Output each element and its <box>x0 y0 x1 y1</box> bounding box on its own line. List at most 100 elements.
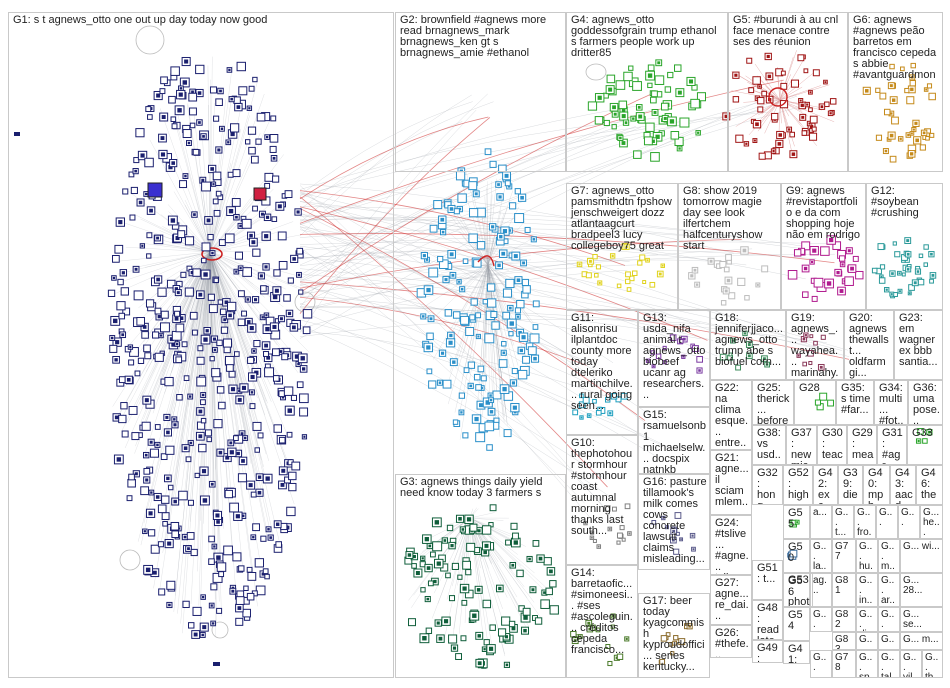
g2-node <box>522 355 530 364</box>
g1-node <box>197 345 204 352</box>
g17-node-fill <box>688 625 691 628</box>
g18-node-fill <box>748 354 751 358</box>
g6-node <box>925 135 930 141</box>
g5-node <box>748 87 755 94</box>
g5-node <box>809 132 818 141</box>
g6-node-fill <box>910 87 914 92</box>
g1-node <box>128 171 135 178</box>
g2-node <box>502 288 513 298</box>
g1-node-fill <box>115 340 120 345</box>
g12-node <box>923 244 929 250</box>
g14-node-fill <box>612 614 615 617</box>
g9-node-fill <box>839 289 844 293</box>
g3-node-fill <box>421 557 424 560</box>
g2-node-fill <box>521 335 526 340</box>
g3-node <box>420 587 426 593</box>
g4-node-fill <box>621 141 626 145</box>
g3-node-fill <box>424 537 429 542</box>
g3-node-fill <box>426 597 430 601</box>
group-box-g14: G14: barretaofic... #simoneesi... #ses #… <box>566 565 638 678</box>
g3-node-fill <box>543 591 546 594</box>
g2-edge <box>446 264 489 343</box>
g2-node-fill <box>429 317 433 321</box>
g7-node <box>592 254 598 260</box>
g4-node-fill <box>632 117 635 120</box>
g9-node-fill <box>841 263 844 266</box>
g1-node <box>242 608 251 618</box>
g1-node <box>213 277 219 283</box>
g1-node <box>145 106 152 113</box>
cross-edge <box>299 201 735 341</box>
g2-node <box>502 311 511 320</box>
group-label: G... fro... <box>857 507 872 539</box>
g10-node-fill <box>591 536 593 539</box>
edge-line <box>119 251 211 414</box>
group-box-g21: G21: agne... il sciam mlem... dozae... <box>710 450 752 515</box>
group-box-g35: G35: s time #far... <box>836 380 874 425</box>
g1-node-fill <box>279 350 283 353</box>
group-box-g50: G50 <box>783 539 810 573</box>
g2-node <box>522 285 531 294</box>
g2-node <box>482 298 489 305</box>
g1-node <box>157 287 167 297</box>
g2-node <box>527 346 537 356</box>
g4-node-fill <box>677 90 682 95</box>
g1-node-fill <box>269 536 272 539</box>
g7-node-fill <box>646 259 649 262</box>
g5-node-fill <box>800 103 804 108</box>
g13-node-fill <box>682 337 686 341</box>
g1-node <box>136 317 146 326</box>
g8-node <box>723 266 730 273</box>
g1-node <box>200 417 207 424</box>
g2-node <box>486 283 496 292</box>
g2-edge <box>487 170 509 266</box>
g5-node <box>746 57 753 64</box>
g1-node <box>281 353 289 361</box>
g1-node-fill <box>265 135 269 139</box>
g1-node-fill <box>267 528 270 531</box>
g18-node <box>735 364 741 371</box>
g1-node <box>129 214 136 221</box>
g1-node <box>278 260 288 270</box>
g2-edge <box>456 264 489 364</box>
g14-node-fill <box>579 635 582 638</box>
group-label: G6: agnews #agnews peão barretos em fran… <box>853 14 937 81</box>
group-box-g49: G49: bac... <box>752 640 783 663</box>
g1-node-fill <box>235 514 240 519</box>
g7-node <box>626 287 632 292</box>
g8-node-fill <box>756 283 759 286</box>
g1-node <box>141 421 151 431</box>
g12-node <box>918 253 924 259</box>
g1-node <box>236 61 246 72</box>
g6-node <box>891 116 899 125</box>
g1-node <box>211 368 221 378</box>
g2-node <box>511 367 518 375</box>
g5-node <box>790 79 800 88</box>
g1-node-fill <box>118 220 123 225</box>
g1-node <box>254 447 260 453</box>
g5-edge <box>779 99 835 122</box>
group-box-g52: G52: high... <box>783 465 813 505</box>
g1-node-fill <box>210 604 213 607</box>
g2-hub-loop <box>477 255 495 267</box>
g2-node-fill <box>489 410 494 414</box>
group-label: G... he... <box>923 507 940 538</box>
g1-node <box>264 182 271 189</box>
g2-node-fill <box>532 238 536 241</box>
g1-node <box>180 271 187 278</box>
group-box-g-a6: G... he... <box>920 505 943 539</box>
g1-node-fill <box>264 234 269 239</box>
g1-node <box>213 209 221 217</box>
g7-node-fill <box>578 263 581 266</box>
g2-edge <box>487 237 535 266</box>
group-label: G54 <box>788 609 803 632</box>
edge-line <box>209 251 266 416</box>
g1-node-fill <box>294 354 300 359</box>
g1-node-fill <box>220 127 224 130</box>
g5-edge <box>779 55 807 101</box>
group-box-g1: G1: s t agnews_otto one out up day today… <box>8 12 394 678</box>
group-box-g46: G46: the <box>916 465 943 505</box>
g1-node <box>212 171 222 181</box>
group-box-g43: G43: aacd <box>890 465 916 505</box>
g2-node <box>486 444 493 451</box>
